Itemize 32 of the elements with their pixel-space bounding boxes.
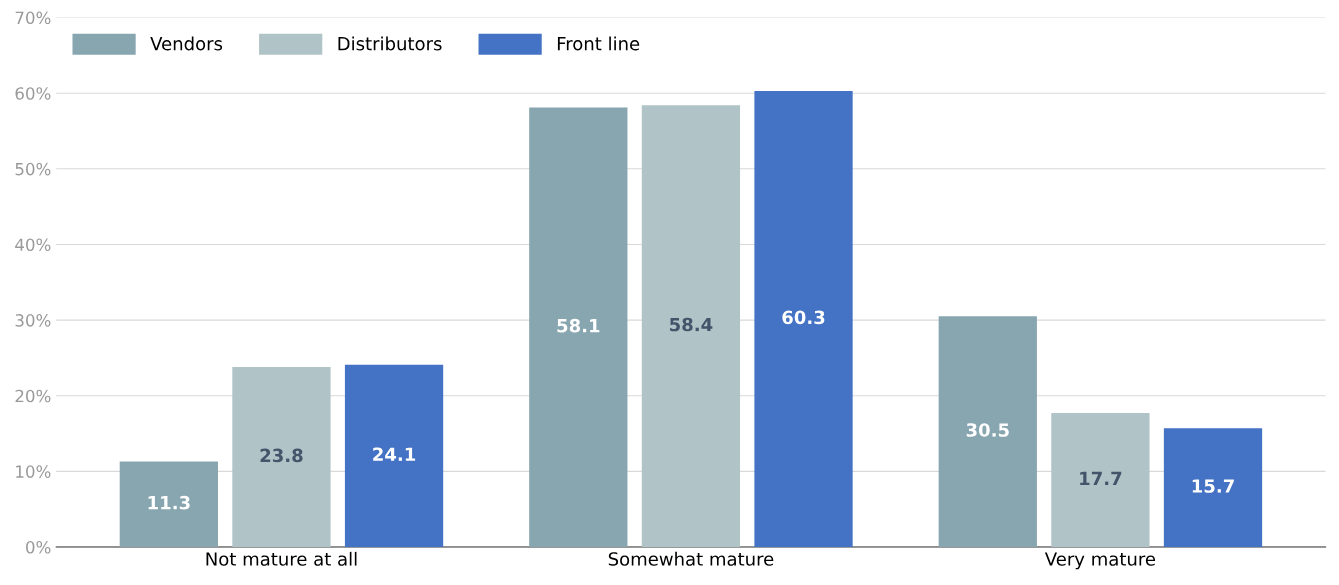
- bar: [232, 366, 331, 547]
- legend-label: Distributors: [338, 36, 442, 51]
- y-tick-label: 0%: [26, 540, 51, 554]
- data-label: 17.7: [1080, 471, 1122, 486]
- bar: [754, 90, 853, 547]
- x-tick-label: Somewhat mature: [608, 551, 774, 566]
- legend-label: Vendors: [150, 36, 223, 51]
- y-tick-label: 70%: [15, 11, 51, 25]
- data-label: 11.3: [148, 495, 190, 510]
- data-label: 60.3: [782, 310, 825, 325]
- data-label: 58.1: [557, 318, 600, 333]
- y-tick-label: 10%: [16, 465, 51, 478]
- data-label: 15.7: [1192, 479, 1234, 493]
- y-tick-label: 20%: [15, 389, 51, 403]
- bar: [938, 316, 1037, 547]
- y-tick-label: 50%: [15, 162, 51, 176]
- data-label: 23.8: [260, 448, 303, 463]
- data-label: 30.5: [966, 423, 1009, 437]
- bar: [641, 105, 741, 547]
- bar: [529, 107, 628, 547]
- y-tick-label: 30%: [15, 314, 51, 327]
- bar: [1051, 413, 1150, 547]
- data-label: 58.4: [670, 317, 713, 332]
- data-label: 24.1: [373, 447, 416, 461]
- y-tick-label: 40%: [15, 238, 51, 252]
- bar: [344, 364, 444, 547]
- y-tick-label: 60%: [15, 87, 51, 100]
- legend-label: Front line: [557, 36, 640, 51]
- x-tick-label: Not mature at all: [206, 551, 357, 566]
- bar: [119, 461, 218, 547]
- x-tick-label: Very mature: [1044, 552, 1156, 570]
- bar: [1163, 428, 1263, 547]
